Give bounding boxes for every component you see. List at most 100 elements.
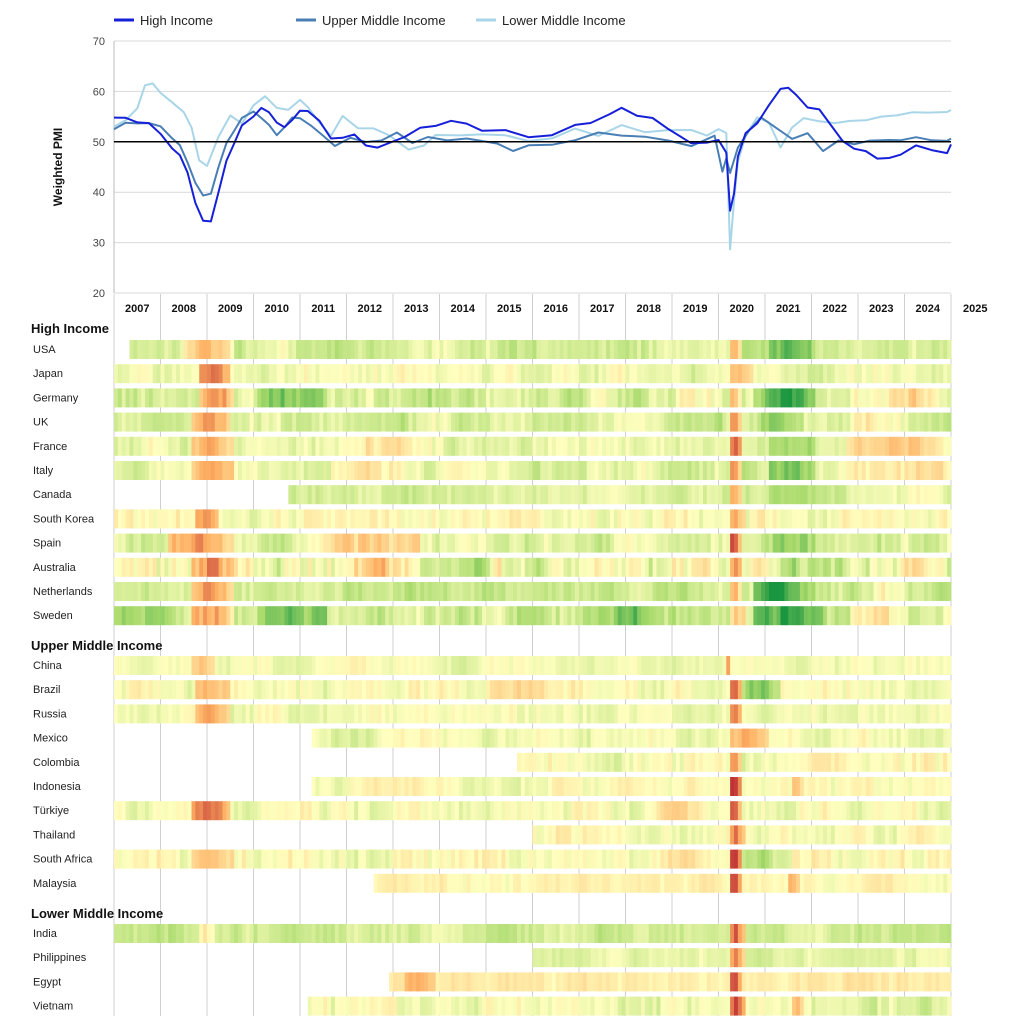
heat-cell [691,752,696,772]
heat-cell [567,752,572,772]
heat-cell [544,412,549,432]
heat-cell [691,825,696,845]
heat-cell [420,801,425,821]
heat-cell [191,582,196,601]
heat-cell [315,777,320,796]
heat-cell [799,461,805,480]
heat-cell [486,801,491,821]
heat-cell [117,849,123,869]
heat-cell [889,873,894,893]
heat-cell [641,777,646,796]
heat-cell [377,412,382,432]
heat-cell [199,704,204,724]
heat-cell [447,656,452,675]
heat-cell [346,728,351,748]
heat-cell [509,801,514,821]
heat-cell [513,972,518,992]
heat-cell [117,704,123,724]
heat-cell [331,606,336,626]
heat-cell [846,873,851,893]
heat-cell [528,801,533,821]
heat-cell [280,924,285,943]
heat-cell [714,557,719,577]
heat-cell [896,728,902,748]
heat-cell [815,485,820,505]
heat-cell [761,509,766,529]
heat-cell [424,388,429,408]
heat-cell [218,680,223,700]
heat-cell [749,849,754,869]
heat-cell [916,849,921,869]
heat-cell [466,485,471,505]
heat-cell [586,656,592,675]
heat-cell [455,873,460,893]
heat-cell [761,533,766,553]
heat-cell [478,680,483,700]
heat-cell [505,436,510,456]
heat-cell [114,557,119,577]
heat-cell [610,948,615,968]
heat-cell [544,680,549,700]
heat-cell [203,656,208,675]
heat-cell [575,972,580,992]
heat-cell [524,777,530,796]
heat-cell [501,582,506,601]
heat-cell [284,704,289,724]
heat-cell [439,388,444,408]
heat-cell [602,948,607,968]
heat-cell [377,557,382,577]
heat-cell [272,704,278,724]
heat-cell [672,340,677,359]
heat-cell [730,728,735,748]
heat-cell [331,582,336,601]
heat-cell [393,849,398,869]
heat-cell [691,509,696,529]
heat-cell [943,704,948,724]
heat-cell [346,704,351,724]
heat-cell [536,388,541,408]
heat-cell [427,728,433,748]
heat-cell [582,412,588,432]
heat-cell [621,509,626,529]
heat-cell [373,704,378,724]
heat-cell [734,924,739,943]
heat-cell [408,388,413,408]
heat-cell [931,656,936,675]
heat-cell [656,509,661,529]
heat-cell [179,340,185,359]
heat-cell [323,849,328,869]
heat-cell [532,436,537,456]
heat-cell [536,436,541,456]
heat-cell [416,557,421,577]
heat-cell [400,849,406,869]
heat-cell [187,364,192,384]
heat-cell [784,412,789,432]
heat-cell [943,485,948,505]
heat-cell [594,509,599,529]
heat-cell [117,656,123,675]
heat-cell [354,728,359,748]
heat-cell [129,412,134,432]
heat-cell [385,777,390,796]
heat-cell [885,461,890,480]
heat-cell [927,801,933,821]
heat-cell [575,728,580,748]
heat-cell [319,996,324,1016]
heat-cell [617,849,623,869]
heat-cell [191,461,196,480]
heat-cell [377,801,382,821]
heat-cell [296,461,301,480]
heat-cell [823,557,828,577]
heat-cell [365,996,371,1016]
heat-cell [617,777,623,796]
heat-cell [765,656,770,675]
heat-cell [346,996,351,1016]
heat-cell [780,873,785,893]
heat-cell [664,582,669,601]
heat-cell [455,509,460,529]
heat-cell [288,849,293,869]
heat-cell [416,801,421,821]
heat-cell [257,436,262,456]
heat-cell [501,972,506,992]
heat-cell [726,340,731,359]
